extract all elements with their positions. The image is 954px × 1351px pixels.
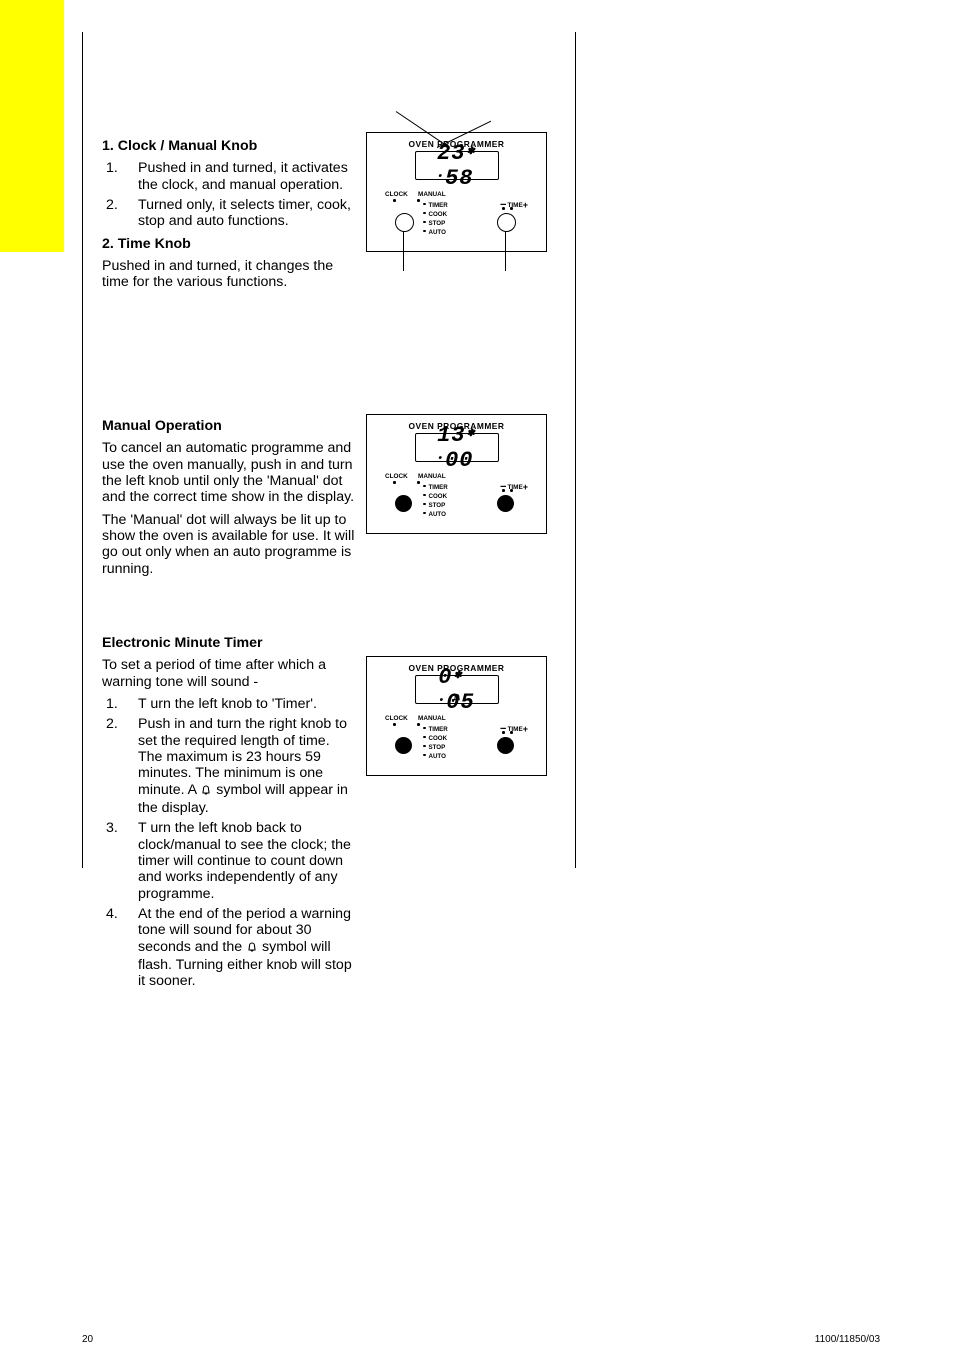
- section-knob-descriptions: 1. Clock / Manual Knob 1.Pushed in and t…: [102, 138, 357, 291]
- heading-clock-manual-knob: 1. Clock / Manual Knob: [102, 138, 357, 154]
- heading-manual-operation: Manual Operation: [102, 418, 357, 434]
- list-number: 3.: [106, 820, 138, 902]
- right-knob[interactable]: [497, 737, 514, 754]
- heading-electronic-timer: Electronic Minute Timer: [102, 635, 357, 651]
- list-text: Pushed in and turned, it activates the c…: [138, 160, 357, 193]
- lcd-digits: 13✽•00: [437, 423, 476, 473]
- mode-timer: TIMER: [423, 483, 448, 492]
- paragraph: Pushed in and turned, it changes the tim…: [102, 258, 357, 291]
- list-text: Turned only, it selects timer, cook, sto…: [138, 197, 357, 230]
- indicator-dot: [417, 199, 420, 202]
- list-text: T urn the left knob to 'Timer'.: [138, 696, 357, 712]
- right-knob[interactable]: [497, 213, 516, 232]
- page-number: 20: [82, 1334, 93, 1345]
- indicator-dot: [417, 481, 420, 484]
- mode-menu: TIMER COOK STOP AUTO: [423, 725, 448, 761]
- mode-auto: AUTO: [423, 510, 448, 519]
- rule-left: [82, 32, 83, 868]
- manual-label: MANUAL: [418, 715, 446, 722]
- bell-icon: [246, 941, 258, 957]
- programmer-diagram-1: OVEN PROGRAMMER 23✽•58 CLOCK MANUAL −TIM…: [366, 132, 547, 252]
- section-electronic-minute-timer: Electronic Minute Timer To set a period …: [102, 635, 357, 994]
- bell-icon: [452, 693, 461, 704]
- list-number: 2.: [106, 716, 138, 816]
- indicator-dot: [502, 489, 505, 492]
- list-number: 1.: [106, 160, 138, 193]
- mode-timer: TIMER: [423, 201, 448, 210]
- clock-label: CLOCK: [385, 191, 408, 198]
- mode-auto: AUTO: [423, 752, 448, 761]
- left-knob[interactable]: [395, 213, 414, 232]
- rule-right: [575, 32, 576, 868]
- mode-menu: TIMER COOK STOP AUTO: [423, 483, 448, 519]
- indicator-dot: [393, 481, 396, 484]
- mode-stop: STOP: [423, 743, 448, 752]
- bell-icon: [200, 784, 212, 800]
- section-manual-operation: Manual Operation To cancel an automatic …: [102, 418, 357, 577]
- programmer-diagram-3: OVEN PROGRAMMER 0✽•05 CLOCK MANUAL −TIME…: [366, 656, 547, 776]
- list-text: T urn the left knob back to clock/manual…: [138, 820, 357, 902]
- indicator-dot: [393, 199, 396, 202]
- indicator-dot: [393, 723, 396, 726]
- lead-line: [505, 231, 506, 271]
- paragraph: To set a period of time after which a wa…: [102, 657, 357, 690]
- manual-label: MANUAL: [418, 191, 446, 198]
- lcd-digits: 0✽•05: [438, 665, 474, 715]
- clock-label: CLOCK: [385, 473, 408, 480]
- mode-stop: STOP: [423, 501, 448, 510]
- lcd-display: 13✽•00: [415, 433, 499, 462]
- indicator-dot: [510, 489, 513, 492]
- plus-icon: +: [523, 200, 528, 210]
- mode-cook: COOK: [423, 492, 448, 501]
- plus-icon: +: [523, 724, 528, 734]
- mode-timer: TIMER: [423, 725, 448, 734]
- indicator-dot: [510, 207, 513, 210]
- indicator-dot: [502, 207, 505, 210]
- list-text: At the end of the period a warning tone …: [138, 906, 357, 990]
- indicator-dot: [502, 731, 505, 734]
- indicator-dot: [510, 731, 513, 734]
- paragraph: The 'Manual' dot will always be lit up t…: [102, 512, 357, 577]
- lead-line: [403, 231, 404, 271]
- right-knob[interactable]: [497, 495, 514, 512]
- page: 1. Clock / Manual Knob 1.Pushed in and t…: [0, 0, 954, 1351]
- manual-label: MANUAL: [418, 473, 446, 480]
- lcd-display: 23✽•58: [415, 151, 499, 180]
- mode-cook: COOK: [423, 210, 448, 219]
- plus-icon: +: [523, 482, 528, 492]
- left-knob[interactable]: [395, 495, 412, 512]
- lcd-display: 0✽•05: [415, 675, 499, 704]
- list-number: 4.: [106, 906, 138, 990]
- list-number: 2.: [106, 197, 138, 230]
- mode-cook: COOK: [423, 734, 448, 743]
- tab-yellow: [0, 0, 64, 252]
- mode-stop: STOP: [423, 219, 448, 228]
- lcd-digits: 23✽•58: [437, 141, 476, 191]
- clock-label: CLOCK: [385, 715, 408, 722]
- indicator-dot: [417, 723, 420, 726]
- paragraph: To cancel an automatic programme and use…: [102, 440, 357, 505]
- programmer-diagram-2: OVEN PROGRAMMER 13✽•00 CLOCK MANUAL −TIM…: [366, 414, 547, 534]
- mode-menu: TIMER COOK STOP AUTO: [423, 201, 448, 237]
- left-knob[interactable]: [395, 737, 412, 754]
- document-number: 1100/11850/03: [815, 1334, 880, 1345]
- list-text: Push in and turn the right knob to set t…: [138, 716, 357, 816]
- list-number: 1.: [106, 696, 138, 712]
- mode-auto: AUTO: [423, 228, 448, 237]
- heading-time-knob: 2. Time Knob: [102, 236, 357, 252]
